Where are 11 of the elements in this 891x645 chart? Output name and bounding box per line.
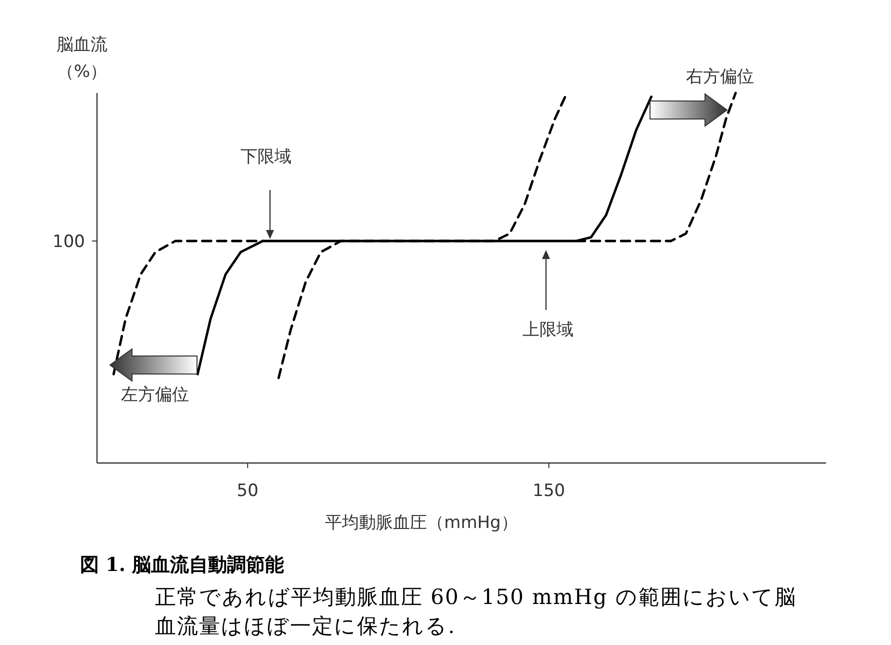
annotation: 左方偏位 (121, 385, 189, 405)
text: 右方偏位 (686, 67, 754, 87)
text: 100 (52, 232, 85, 252)
x-axis-title: 平均動脈血圧（mmHg） (325, 513, 518, 533)
x-tick-label: 150 (532, 481, 566, 501)
y-axis-title: 脳血流（%） (56, 35, 108, 82)
text: 正常であれば平均動脈血圧 60～150 mmHg の範囲において脳血流量はほぼ一定に保たれる. (155, 584, 798, 640)
x-tick-label: 50 (236, 481, 258, 501)
annotation: 上限域 (522, 320, 574, 340)
annotation: 下限域 (240, 147, 292, 167)
caption: 図 1. 脳血流自動調節能 (80, 553, 284, 578)
